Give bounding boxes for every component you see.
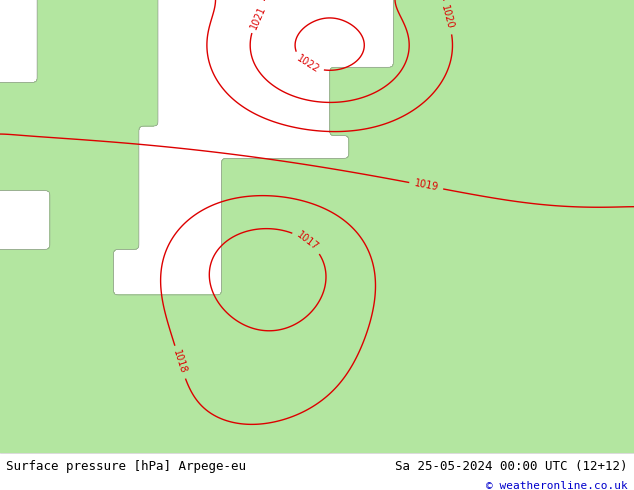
Text: 1022: 1022	[294, 53, 321, 75]
Text: 1021: 1021	[249, 4, 268, 30]
Text: Surface pressure [hPa] Arpege-eu: Surface pressure [hPa] Arpege-eu	[6, 460, 247, 473]
Text: 1017: 1017	[295, 230, 320, 253]
Text: Sa 25-05-2024 00:00 UTC (12+12): Sa 25-05-2024 00:00 UTC (12+12)	[395, 460, 628, 473]
Text: © weatheronline.co.uk: © weatheronline.co.uk	[486, 481, 628, 490]
Text: 1020: 1020	[439, 4, 455, 31]
Text: 1019: 1019	[413, 178, 439, 193]
Text: 1018: 1018	[172, 349, 188, 375]
